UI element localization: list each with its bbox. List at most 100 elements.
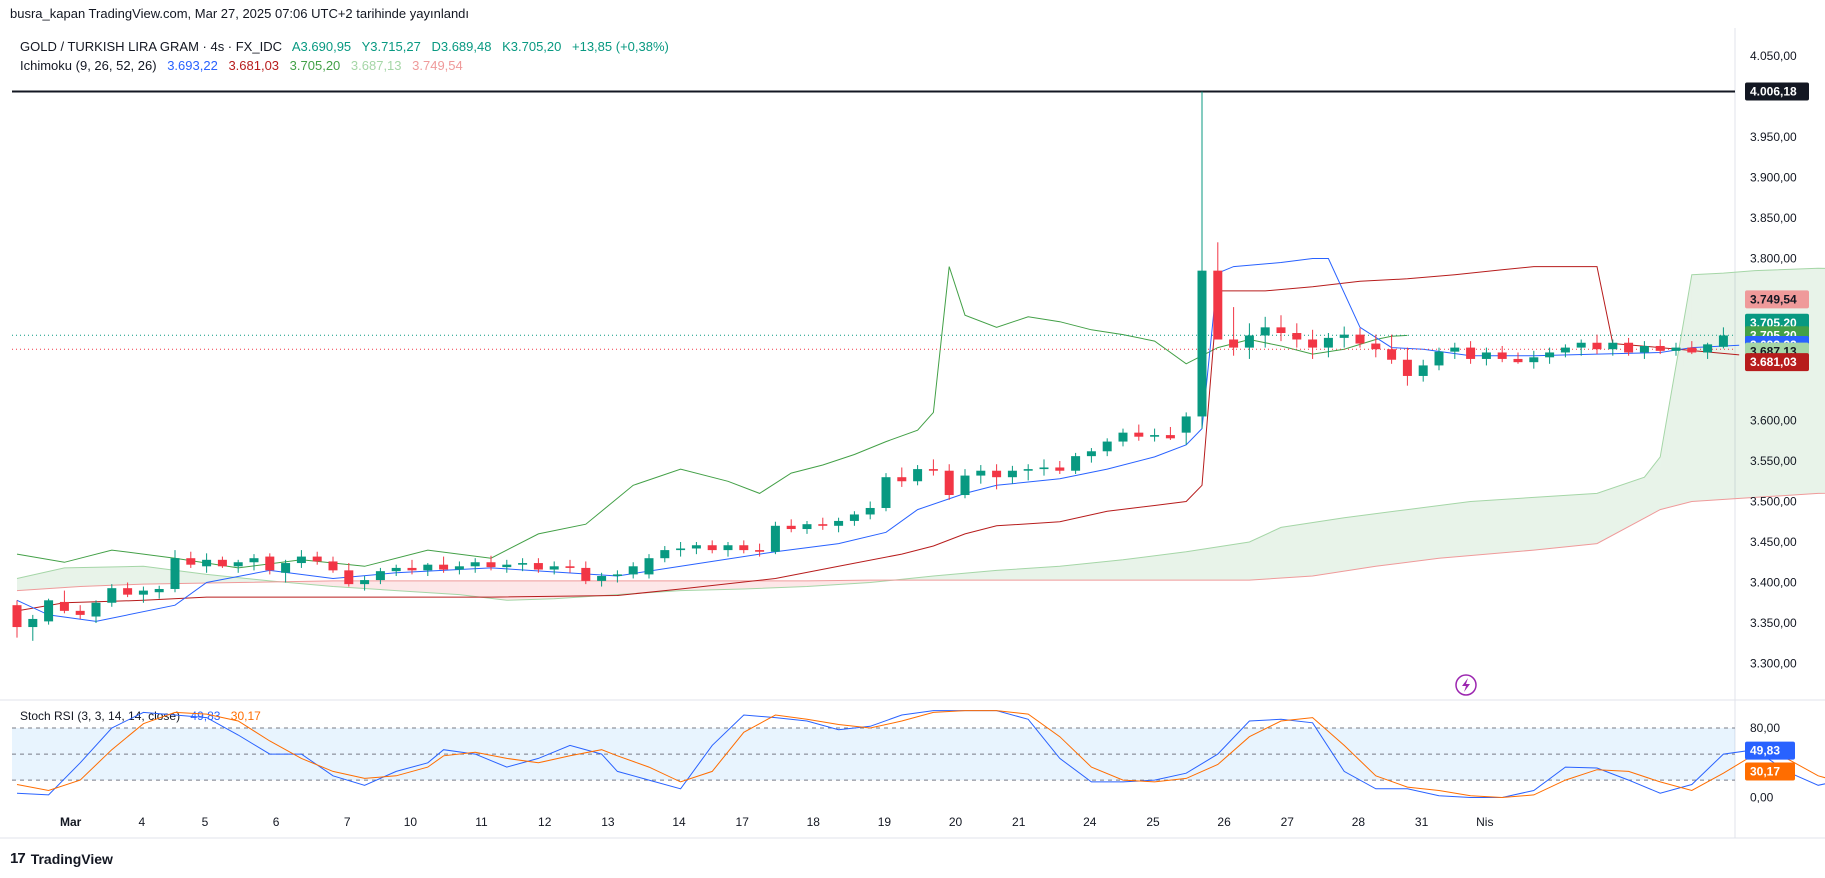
price-tag (1745, 290, 1809, 309)
ichimoku-cloud-fill (799, 580, 807, 587)
price-tick-label: 3.300,00 (1750, 657, 1797, 671)
footer-brand[interactable]: 17 TradingView (10, 850, 113, 867)
candle-body (1687, 347, 1697, 353)
ichimoku-cloud-fill (1660, 411, 1669, 510)
candle-body (849, 514, 859, 521)
candle-body (249, 558, 259, 563)
candle-body (1402, 359, 1412, 376)
candle-body (1671, 347, 1681, 351)
ichimoku-cloud-fill (649, 580, 657, 593)
ichimoku-cloud-fill (1589, 493, 1597, 545)
ichimoku-label[interactable]: Ichimoku (9, 26, 52, 26) (20, 58, 157, 73)
ichimoku-cloud-fill (530, 580, 539, 600)
ichimoku-cloud-fill (1818, 268, 1825, 494)
ichimoku-cloud-fill (791, 580, 800, 588)
ichimoku-cloud-fill (751, 580, 760, 589)
publisher-header: busra_kapan TradingView.com, Mar 27, 202… (10, 6, 470, 21)
candle-body (533, 563, 543, 570)
ichimoku-cloud-fill (1352, 515, 1360, 570)
stoch-legend[interactable]: Stoch RSI (3, 3, 14, 14, close) 49,83 30… (20, 709, 268, 723)
ichimoku-legend[interactable]: Ichimoku (9, 26, 52, 26) 3.693,22 3.681,… (20, 58, 470, 73)
price-tick-label: 3.550,00 (1750, 454, 1797, 468)
ichimoku-cloud-fill (222, 576, 231, 583)
candle-body (138, 590, 148, 595)
rsi-tag-label: 30,17 (1750, 764, 1780, 778)
ichimoku-cloud-fill (1249, 538, 1258, 581)
price-tick-label: 4.050,00 (1750, 49, 1797, 63)
ichimoku-cloud-fill (151, 567, 160, 584)
ichimoku-cloud-fill (17, 576, 25, 591)
ichimoku-cloud-fill (1336, 517, 1345, 573)
symbol-legend[interactable]: GOLD / TURKISH LIRA GRAM · 4s · FX_IDC A… (20, 39, 676, 54)
ichimoku-cloud-fill (1683, 274, 1692, 504)
ichimoku-cloud-fill (143, 566, 152, 585)
ichimoku-cloud-fill (1044, 566, 1052, 581)
ichimoku-cloud-fill (1099, 561, 1108, 581)
ichimoku-cloud-fill (1723, 272, 1732, 500)
candle-body (1134, 432, 1144, 437)
time-tick-label: 20 (949, 815, 963, 829)
ichimoku-spanA: 3.687,13 (350, 58, 402, 73)
symbol-name[interactable]: GOLD / TURKISH LIRA GRAM · 4s · FX_IDC (20, 39, 282, 54)
ichimoku-cloud-fill (1375, 512, 1384, 567)
candle-body (1545, 352, 1555, 358)
candle-body (786, 525, 796, 530)
ichimoku-cloud-fill (1549, 495, 1558, 549)
ichimoku-cloud-fill (1573, 494, 1582, 547)
ichimoku-cloud-fill (1328, 518, 1337, 574)
candle-body (391, 567, 401, 572)
time-tick-label: 26 (1217, 815, 1231, 829)
ichimoku-cloud-fill (593, 580, 602, 597)
price-tag-label: 3.749,54 (1750, 292, 1797, 306)
candle-body (502, 564, 512, 568)
ichimoku-cloud-fill (1051, 566, 1060, 581)
ichimoku-cloud-fill (1209, 546, 1218, 581)
ichimoku-cloud-fill (1533, 496, 1542, 551)
time-tick-label: 12 (538, 815, 552, 829)
ichimoku-cloud-fill (1565, 494, 1574, 547)
candle-body (960, 475, 970, 496)
ichimoku-cloud-fill (1691, 274, 1700, 502)
stoch-label[interactable]: Stoch RSI (3, 3, 14, 14, close) (20, 709, 181, 723)
candle-body (1244, 335, 1254, 348)
candle-body (881, 477, 891, 508)
candle-body (834, 520, 844, 526)
candle-body (597, 576, 607, 581)
time-tick-label: 7 (344, 815, 351, 829)
ichimoku-cloud-fill (1478, 500, 1487, 555)
ichimoku-cloud-fill (625, 580, 634, 595)
candle-body (486, 562, 496, 568)
candle-body (1718, 335, 1728, 347)
candle-body (1355, 334, 1365, 344)
ichimoku-cloud-fill (388, 580, 397, 591)
ichimoku-cloud-fill (1059, 565, 1068, 581)
candle-body (1165, 435, 1175, 439)
ichimoku-span-b-line (16, 492, 1825, 592)
ichimoku-cloud-fill (933, 575, 942, 581)
ichimoku-cloud-fill (1518, 497, 1526, 552)
candle-body (439, 564, 449, 570)
candle-body (1371, 343, 1381, 350)
ichimoku-cloud-fill (317, 581, 326, 586)
time-tick-label: 5 (202, 815, 209, 829)
candle-body (1308, 339, 1318, 348)
candle-body (1213, 270, 1223, 340)
candle-body (1450, 347, 1460, 352)
ichimoku-cloud-fill (325, 580, 333, 587)
ichimoku-cloud-fill (1130, 557, 1139, 581)
time-tick-label: 10 (404, 815, 418, 829)
ichimoku-cloud-fill (1604, 488, 1613, 540)
ichimoku-cloud-fill (435, 580, 444, 594)
candle-body (1276, 327, 1286, 334)
ichimoku-cloud-fill (965, 572, 973, 581)
candle-body (407, 567, 417, 571)
candle-body (865, 507, 875, 515)
price-tick-label: 3.950,00 (1750, 130, 1797, 144)
candle-body (281, 563, 291, 573)
ichimoku-cloud-fill (743, 580, 752, 589)
candle-body (202, 559, 212, 567)
ichimoku-cloud-fill (577, 580, 586, 598)
rsi-tick-label: 80,00 (1750, 721, 1780, 735)
candle-body (518, 563, 528, 565)
